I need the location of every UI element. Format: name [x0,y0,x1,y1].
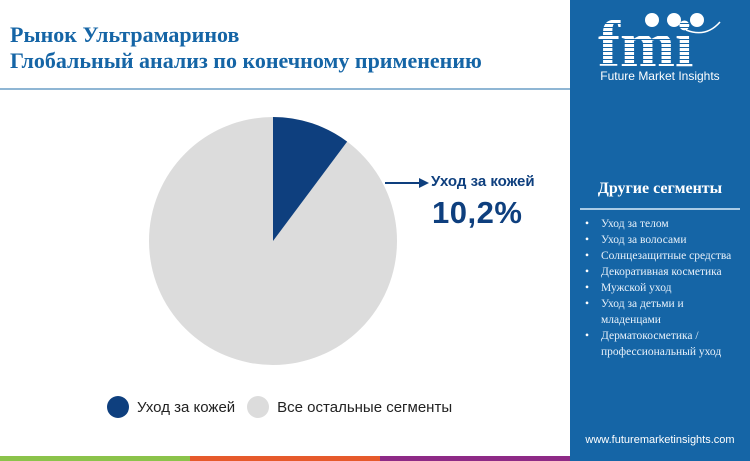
segment-item: Уход за волосами [584,232,744,248]
logo-subtitle: Future Market Insights [600,69,720,83]
other-segments-heading: Другие сегменты [597,180,723,197]
sidebar: fmi Future Market Insights Другие сегмен… [570,0,750,461]
arrow-right-icon [385,178,429,188]
legend-swatch-icon [107,396,129,418]
legend-item-skin-care: Уход за кожей [107,396,235,418]
pie-chart [149,117,397,365]
segment-item: Солнцезащитные средства [584,248,744,264]
stripe-green [0,456,190,461]
title-line-2: Глобальный анализ по конечному применени… [10,48,482,73]
pie-slice-skin-care [273,117,348,241]
callout-value: 10,2% [432,195,523,230]
legend-item-other: Все остальные сегменты [247,396,452,418]
title-line-1: Рынок Ультрамаринов [10,22,240,47]
legend-label: Уход за кожей [137,398,236,416]
page-title: Рынок Ультрамаринов Глобальный анализ по… [10,22,482,74]
title-divider [0,88,570,90]
chart-legend: Уход за кожей Все остальные сегменты [107,396,464,418]
segment-item: Декоративная косметика [584,264,744,280]
website-link[interactable]: www.futuremarketinsights.com [585,434,735,446]
callout-label: Уход за кожей [431,173,535,190]
fmi-logo-icon: fmi [598,8,721,68]
stripe-purple [380,456,570,461]
segment-item: Дерматокосметика / профессиональный уход [584,328,744,360]
legend-swatch-icon [247,396,270,418]
stripe-orange [190,456,380,461]
segment-item: Уход за детьми и младенцами [584,296,744,328]
segment-item: Уход за телом [584,216,744,232]
other-segments-list: Уход за телом Уход за волосами Солнцезащ… [584,216,744,360]
segment-item: Мужской уход [584,280,744,296]
sidebar-divider [580,208,740,210]
legend-label: Все остальные сегменты [277,398,453,416]
bottom-color-stripe [0,456,570,461]
